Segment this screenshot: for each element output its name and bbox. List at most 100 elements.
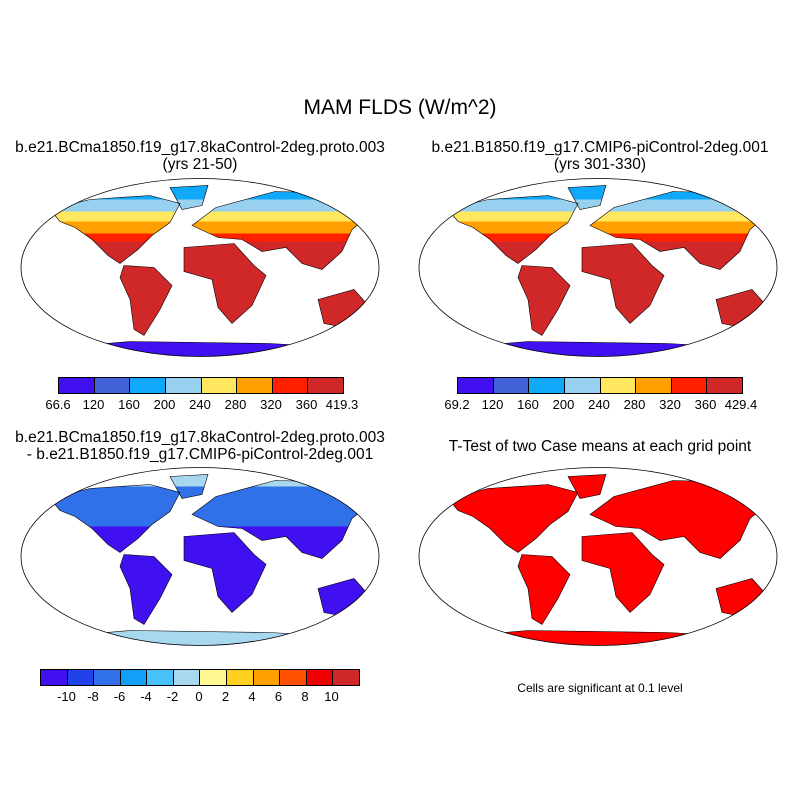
field-band: [50, 221, 372, 234]
panel3-colorbar-labels: -10 -8 -6 -4 -2 0 2 4 6 8 10: [40, 689, 358, 705]
colorbar-swatch: [308, 378, 343, 393]
colorbar-label: 200: [153, 397, 176, 412]
field-band: [448, 199, 770, 212]
significance-note: Cells are significant at 0.1 level: [517, 681, 683, 695]
panel2-title-line1: b.e21.B1850.f19_g17.CMIP6-piControl-2deg…: [431, 139, 769, 156]
colorbar-label: 8: [301, 689, 309, 704]
coastline: [191, 480, 373, 559]
panel1-title: b.e21.BCma1850.f19_g17.8kaControl-2deg.p…: [0, 139, 400, 173]
panel3-title-line2: - b.e21.B1850.f19_g17.CMIP6-piControl-2d…: [26, 446, 374, 463]
field-band: [448, 185, 770, 200]
coastline: [447, 195, 579, 264]
colorbar-swatch: [636, 378, 672, 393]
colorbar-swatch: [94, 670, 121, 685]
map-outline: [418, 178, 778, 357]
figure-title: MAM FLDS (W/m^2): [303, 96, 497, 119]
colorbar-label: 120: [481, 397, 504, 412]
coastline: [581, 243, 665, 324]
colorbar-swatch: [59, 378, 95, 393]
colorbar-swatch: [671, 378, 708, 393]
coastline: [567, 474, 607, 499]
panel2-map: [418, 178, 778, 357]
panel2-colorbar-labels: 69.2 120 160 200 240 280 320 360 429.4: [444, 397, 757, 413]
field-band: [50, 241, 372, 338]
colorbar-swatch: [564, 378, 601, 393]
coastline: [589, 191, 771, 270]
field-band: [50, 486, 372, 527]
field-band: [448, 233, 770, 242]
colorbar-label: 280: [224, 397, 247, 412]
colorbar-label: 320: [260, 397, 282, 412]
colorbar-swatch: [529, 378, 565, 393]
colorbar-label: -6: [113, 689, 126, 704]
colorbar-label: 240: [588, 397, 610, 412]
panel3-title-line1: b.e21.BCma1850.f19_g17.8kaControl-2deg.p…: [15, 429, 385, 446]
colorbar-label: -10: [57, 689, 76, 704]
panel1-map: [20, 178, 380, 357]
colorbar-label: 0: [195, 689, 203, 704]
panel4-title: T-Test of two Case means at each grid po…: [448, 438, 752, 455]
panel4-map: [418, 467, 778, 646]
colorbar-swatch: [120, 670, 148, 685]
panel3-map: [20, 467, 380, 646]
field-band: [50, 233, 372, 242]
field-band: [50, 474, 372, 487]
coastline: [169, 185, 209, 210]
colorbar-label: 429.4: [724, 397, 758, 412]
colorbar-label: 120: [82, 397, 105, 412]
colorbar-swatch: [201, 378, 238, 393]
coastline: [119, 265, 173, 336]
colorbar-label: 360: [694, 397, 717, 412]
colorbar-label: 10: [324, 689, 339, 704]
coastline: [447, 484, 579, 553]
field-band: [50, 526, 372, 627]
panel1-title-line1: b.e21.BCma1850.f19_g17.8kaControl-2deg.p…: [15, 139, 385, 156]
field-band: [50, 185, 372, 200]
field-band: [50, 626, 372, 646]
field-band: [50, 199, 372, 212]
coastline: [581, 532, 665, 613]
colorbar-label: 200: [552, 397, 575, 412]
colorbar-swatch: [272, 378, 309, 393]
colorbar-label: 280: [623, 397, 646, 412]
field-band: [50, 337, 372, 357]
field-band: [448, 337, 770, 357]
colorbar-swatch: [41, 670, 68, 685]
field-band: [448, 241, 770, 338]
coastline: [517, 554, 571, 625]
panel1-colorbar: [58, 377, 344, 394]
colorbar-swatch: [707, 378, 742, 393]
coastline: [49, 484, 181, 553]
colorbar-label: 360: [295, 397, 318, 412]
coastline: [589, 480, 771, 559]
coastline: [49, 195, 181, 264]
panel1-colorbar-labels: 66.6 120 160 200 240 280 320 360 419.3: [45, 397, 358, 413]
colorbar-label: 6: [274, 689, 283, 704]
field-band: [448, 474, 770, 627]
colorbar-swatch: [94, 378, 131, 393]
colorbar-swatch: [333, 670, 359, 685]
colorbar-label: 419.3: [325, 397, 359, 412]
colorbar-label: -8: [87, 689, 99, 704]
colorbar-swatch: [600, 378, 637, 393]
colorbar-swatch: [237, 378, 273, 393]
colorbar-swatch: [458, 378, 494, 393]
coastline: [191, 191, 373, 270]
coastline: [567, 185, 607, 210]
colorbar-label: 320: [659, 397, 681, 412]
colorbar-swatch: [306, 670, 334, 685]
colorbar-swatch: [280, 670, 307, 685]
colorbar-swatch: [200, 670, 228, 685]
colorbar-swatch: [227, 670, 254, 685]
colorbar-swatch: [147, 670, 174, 685]
panel2-title: b.e21.B1850.f19_g17.CMIP6-piControl-2deg…: [400, 139, 800, 173]
colorbar-label: -4: [140, 689, 152, 704]
colorbar-swatch: [130, 378, 166, 393]
coastline: [517, 265, 571, 336]
coastline: [183, 532, 267, 613]
colorbar-swatch: [253, 670, 281, 685]
map-outline: [20, 467, 380, 646]
map-outline: [418, 467, 778, 646]
colorbar-label: 66.6: [45, 397, 71, 412]
colorbar-label: 160: [118, 397, 140, 412]
